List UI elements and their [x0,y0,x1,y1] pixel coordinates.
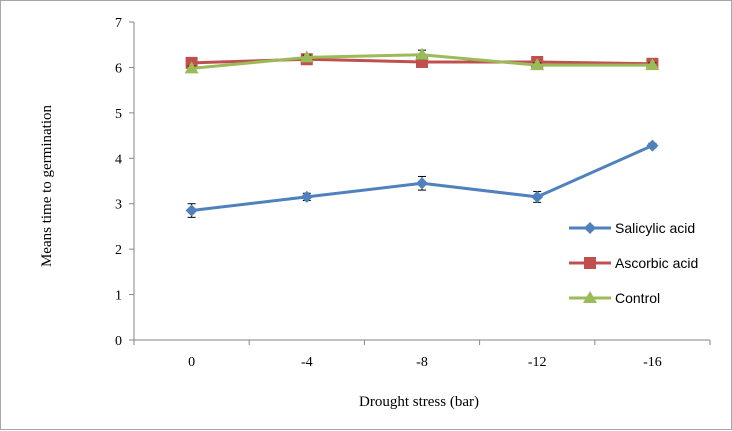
y-tick-label: 4 [115,152,122,167]
series-control [184,47,660,74]
x-tick-label: -4 [301,355,313,370]
x-tick-label: -8 [416,355,428,370]
x-tick-label: -12 [528,355,547,370]
data-point [185,204,198,217]
data-point [530,58,545,71]
legend-label: Control [615,290,660,306]
x-tick-labels: 0 -4 -8 -12 -16 [188,355,662,370]
legend-item: Salicylic acid [569,220,695,236]
data-point [300,190,313,203]
y-tick-label: 0 [115,334,122,349]
y-tick-label: 1 [115,289,122,304]
axes [129,21,711,345]
y-tick-labels: 0 1 2 3 4 5 6 7 [115,16,122,349]
legend: Salicylic acid Ascorbic acid Control [569,220,698,306]
legend-swatch-marker [584,257,596,269]
data-point [299,50,314,63]
data-point [416,177,428,190]
x-axis-title: Drought stress (bar) [359,394,479,410]
x-tick-label: 0 [188,355,195,370]
legend-label: Salicylic acid [615,220,695,236]
y-tick-label: 3 [115,198,122,213]
legend-item: Control [569,290,660,306]
y-axis-title: Means time to germination [39,104,55,267]
legend-item: Ascorbic acid [569,255,698,271]
series-salicylic-acid [185,139,659,218]
y-tick-label: 5 [115,107,122,122]
legend-swatch-marker [584,222,596,234]
data-point [531,190,544,203]
data-point [415,47,429,60]
data-point [184,61,199,74]
series-layer [184,47,660,218]
y-tick-label: 6 [115,61,122,76]
legend-label: Ascorbic acid [615,255,698,271]
legend-swatch-marker [583,291,597,303]
y-tick-label: 7 [115,16,122,31]
x-tick-label: -16 [643,355,662,370]
y-tick-label: 2 [115,243,122,258]
data-point [646,139,659,152]
data-point [645,58,660,71]
